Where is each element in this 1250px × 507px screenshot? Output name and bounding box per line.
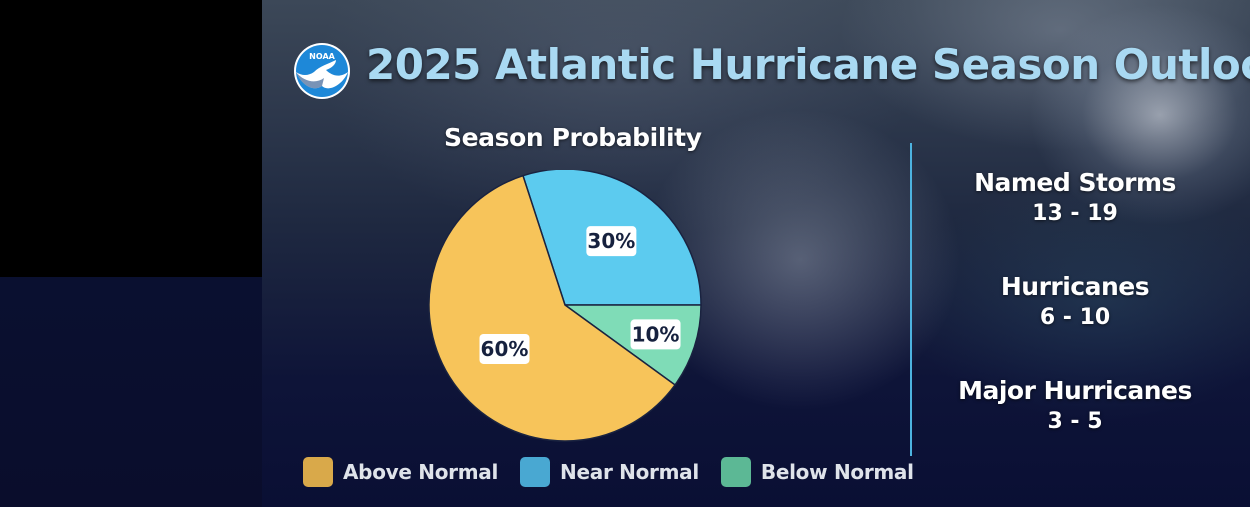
data-label-bg (479, 333, 530, 364)
stat-hurricanes: Hurricanes 6 - 10 (955, 272, 1195, 376)
legend-item-above-normal: Above Normal (303, 457, 498, 487)
pie-chart: 30% 10% 60% (428, 170, 702, 442)
legend-label: Below Normal (760, 460, 914, 484)
data-label-text: 10% (632, 322, 680, 346)
stats-panel: Named Storms 13 - 19 Hurricanes 6 - 10 M… (955, 168, 1195, 480)
slice-above-normal (428, 174, 677, 442)
stat-value: 13 - 19 (1032, 201, 1118, 226)
stat-named-storms: Named Storms 13 - 19 (955, 168, 1195, 272)
left-fade-panel (0, 277, 262, 507)
stat-value: 6 - 10 (1039, 305, 1111, 330)
legend-swatch (303, 457, 333, 487)
legend-item-below-normal: Below Normal (720, 457, 914, 487)
data-label-text: 60% (481, 337, 529, 361)
divider (910, 143, 912, 456)
stat-label: Named Storms (974, 168, 1176, 197)
legend-label: Above Normal (343, 460, 499, 484)
stat-label: Hurricanes (1000, 272, 1150, 301)
chart-legend: Above Normal Near Normal Below Normal (303, 457, 936, 487)
data-label-bg (586, 226, 637, 257)
data-label: 10% (630, 319, 681, 350)
chart-title: Season Probability (444, 123, 702, 152)
legend-swatch (720, 457, 751, 487)
data-label: 30% (586, 226, 637, 257)
legend-item-near-normal: Near Normal (520, 457, 699, 487)
stat-label: Major Hurricanes (958, 376, 1192, 405)
black-panel (0, 0, 262, 277)
data-label-text: 30% (587, 229, 635, 253)
stat-major-hurricanes: Major Hurricanes 3 - 5 (955, 376, 1195, 480)
data-label-bg (630, 319, 681, 350)
stat-value: 3 - 5 (1047, 409, 1103, 434)
legend-swatch (520, 457, 551, 487)
data-label: 60% (479, 333, 530, 364)
page-title: 2025 Atlantic Hurricane Season Outlook (366, 40, 1250, 89)
noaa-logo: NOAA (294, 43, 350, 99)
legend-label: Near Normal (560, 460, 699, 484)
logo-text: NOAA (309, 52, 335, 61)
